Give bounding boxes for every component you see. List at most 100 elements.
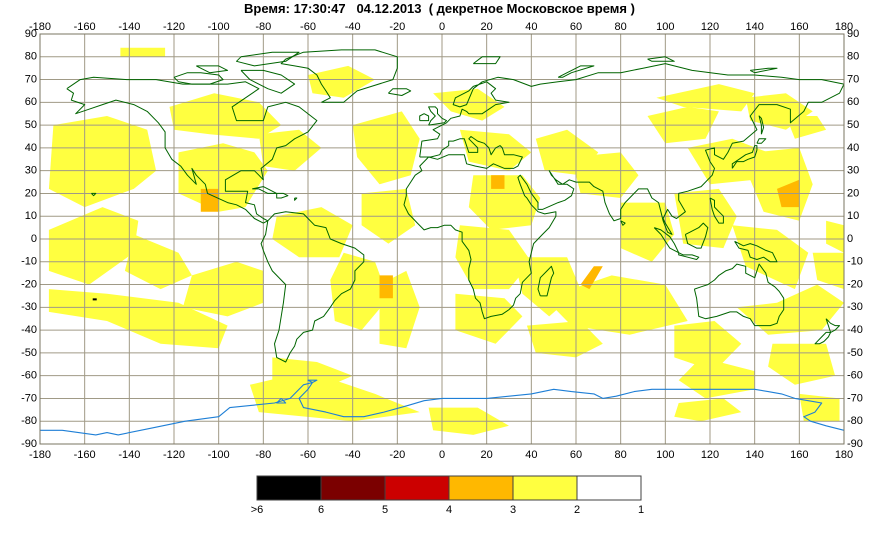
index-region-level-3: [200, 188, 219, 212]
x-tick-label-top: -160: [74, 21, 96, 33]
coastline: [731, 145, 758, 169]
coastline: [678, 252, 700, 260]
x-tick-label-top: 160: [790, 21, 808, 33]
legend-swatch: [512, 475, 578, 501]
coastline: [647, 56, 675, 62]
y-tick-label-right: -10: [847, 256, 863, 268]
coastline: [260, 211, 365, 363]
x-tick-label-top: -120: [163, 21, 185, 33]
antarctic-coast: [307, 379, 318, 383]
coastline: [557, 65, 595, 78]
index-region-level-2: [674, 188, 737, 249]
coastline: [66, 76, 318, 224]
y-tick-label-right: 20: [847, 187, 859, 199]
y-tick-label-right: -80: [847, 415, 863, 427]
x-tick-label-bottom: -100: [208, 449, 230, 461]
index-region-level-2: [571, 152, 639, 198]
coastline: [472, 56, 501, 65]
coastline: [734, 240, 778, 263]
coastline: [684, 222, 709, 249]
index-region-level-2: [674, 321, 742, 372]
legend-swatch: [320, 475, 386, 501]
color-legend: >6 6 5 4 3 2 1: [251, 475, 644, 516]
index-region-level-2: [48, 289, 228, 349]
legend-swatch: [576, 475, 642, 501]
coastlines: [66, 49, 845, 363]
coastline: [173, 72, 224, 85]
y-tick-label-right: -40: [847, 324, 863, 336]
x-tick-label-bottom: 160: [790, 449, 808, 461]
y-tick-label-right: -50: [847, 347, 863, 359]
index-region-level-2: [48, 207, 139, 285]
coastline: [814, 331, 832, 345]
y-tick-label-right: 0: [847, 233, 853, 245]
legend-label: 4: [446, 504, 452, 516]
y-tick-label-right: -60: [847, 370, 863, 382]
x-tick-label-bottom: 20: [481, 449, 493, 461]
y-tick-label-right: 60: [847, 96, 859, 108]
x-tick-label-bottom: -60: [300, 449, 316, 461]
legend-swatch: [448, 475, 514, 501]
y-tick-label-right: -20: [847, 278, 863, 290]
y-tick-label-right: 90: [847, 28, 859, 40]
y-tick-label-left: 10: [25, 210, 37, 222]
y-tick-label-left: 60: [25, 96, 37, 108]
coastline: [758, 115, 765, 135]
x-tick-label-top: 180: [835, 21, 853, 33]
coastline: [276, 192, 289, 199]
y-tick-label-left: -80: [21, 415, 37, 427]
y-tick-label-right: 30: [847, 165, 859, 177]
index-region-level-2: [455, 293, 523, 344]
index-region-level-3: [491, 175, 505, 189]
x-tick-label-top: 120: [701, 21, 719, 33]
index-region-level-2: [768, 343, 836, 385]
x-tick-label-bottom: -140: [118, 449, 140, 461]
x-tick-label-bottom: 120: [701, 449, 719, 461]
index-region-level-2: [120, 47, 166, 57]
coastline: [537, 265, 555, 297]
legend-swatch: [384, 475, 450, 501]
x-tick-label-bottom: -180: [29, 449, 51, 461]
x-tick-label-top: -60: [300, 21, 316, 33]
index-region-level-3: [580, 266, 603, 290]
map-title: Время: 17:30:47 04.12.2013 ( декретное М…: [244, 1, 635, 16]
x-tick-label-top: -20: [389, 21, 405, 33]
legend-label: 3: [510, 504, 516, 516]
x-tick-label-bottom: 40: [525, 449, 537, 461]
x-tick-label-top: -40: [345, 21, 361, 33]
y-tick-label-right: 10: [847, 210, 859, 222]
coastline: [196, 65, 229, 74]
y-tick-label-right: -70: [847, 392, 863, 404]
y-tick-label-right: -30: [847, 301, 863, 313]
y-tick-label-right: 70: [847, 73, 859, 85]
index-region-level-2: [620, 202, 675, 262]
x-tick-label-top: -140: [118, 21, 140, 33]
y-tick-label-left: -70: [21, 392, 37, 404]
x-tick-label-bottom: -20: [389, 449, 405, 461]
index-region-level-2: [678, 357, 755, 399]
index-mark: [92, 298, 97, 301]
legend-label: 5: [382, 504, 388, 516]
y-tick-label-right: -90: [847, 438, 863, 450]
x-tick-label-bottom: 80: [615, 449, 627, 461]
coastline: [709, 197, 724, 224]
index-region-level-2: [258, 129, 322, 171]
x-tick-label-top: -80: [255, 21, 271, 33]
index-region-level-2: [656, 84, 755, 112]
index-region-level-2: [455, 225, 532, 290]
coastline: [294, 197, 298, 201]
index-region-level-2: [785, 116, 827, 139]
index-region-level-2: [544, 275, 688, 335]
y-tick-label-left: -50: [21, 347, 37, 359]
index-region-level-2: [169, 93, 282, 139]
x-tick-label-top: 0: [439, 21, 445, 33]
x-tick-label-top: 20: [481, 21, 493, 33]
index-region-level-2: [826, 220, 844, 253]
axis-labels: -180-180-160-160-140-140-120-120-100-100…: [21, 21, 863, 461]
x-tick-label-bottom: 0: [439, 449, 445, 461]
y-tick-label-left: -90: [21, 438, 37, 450]
y-tick-label-left: 20: [25, 187, 37, 199]
x-tick-label-top: 40: [525, 21, 537, 33]
coastline: [756, 138, 767, 144]
